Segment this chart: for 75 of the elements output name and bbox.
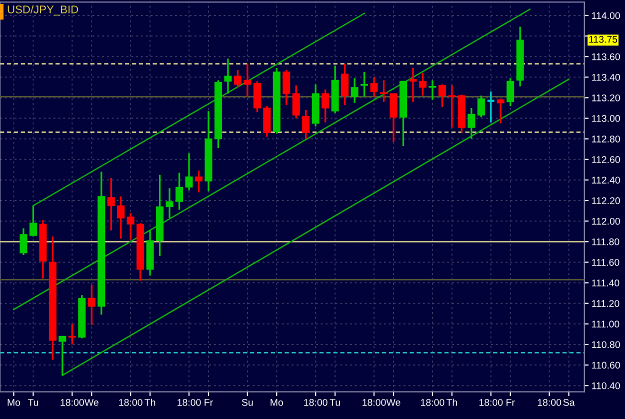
- chart-title: USD/JPY_BID: [8, 5, 78, 16]
- x-tick-label: We: [84, 399, 98, 406]
- y-tick-label: 112.00: [592, 218, 620, 225]
- candlestick: [224, 58, 232, 94]
- y-tick-label: 111.20: [592, 300, 620, 307]
- y-tick-label: 114.00: [592, 12, 620, 20]
- x-tick-label: Fr: [506, 399, 515, 406]
- x-tick-label: Th: [144, 398, 156, 406]
- candlestick: [302, 109, 310, 140]
- candlestick: [20, 227, 28, 256]
- text: 113.75: [589, 36, 618, 43]
- x-tick-label: Mo: [8, 399, 20, 406]
- x-tick-label: Sa: [563, 398, 575, 406]
- candlestick: [29, 204, 37, 238]
- candlestick: [428, 79, 436, 101]
- x-tick-label: 18:00: [479, 398, 503, 406]
- x-tick-label: We: [386, 399, 400, 406]
- candlestick: [68, 323, 76, 346]
- candlestick: [292, 84, 300, 120]
- y-tick-label: 110.60: [592, 362, 620, 369]
- y-tick-label: 111.80: [592, 238, 620, 246]
- candlestick: [282, 69, 290, 106]
- candlestick: [468, 107, 476, 140]
- x-tick-label: Tu: [28, 399, 38, 406]
- x-tick-label: 18:00: [178, 398, 201, 406]
- y-tick-label: 110.80: [592, 341, 620, 348]
- y-tick-label: 112.60: [592, 156, 620, 164]
- x-tick-label: Su: [242, 398, 253, 406]
- candlestick: [234, 69, 242, 88]
- candlestick: [360, 71, 368, 98]
- candlestick: [380, 79, 388, 103]
- candlestick: [438, 84, 446, 108]
- x-tick-label: 18:00: [362, 398, 386, 406]
- candlestick: [418, 72, 426, 96]
- x-tick-label: Th: [446, 398, 457, 406]
- candlestick: [185, 152, 193, 192]
- y-tick-label: 111.00: [592, 320, 620, 328]
- x-tick-label: 18:00: [60, 398, 84, 406]
- candlestick: [477, 94, 485, 118]
- candlestick: [107, 177, 115, 232]
- candlestick: [390, 92, 398, 143]
- y-tick-label: 113.20: [592, 94, 620, 102]
- y-tick-label: 110.40: [592, 382, 620, 390]
- y-tick-label: 113.00: [592, 115, 620, 122]
- x-tick-label: Mo: [270, 399, 283, 406]
- candlestick: [176, 172, 184, 211]
- y-tick-label: 113.60: [592, 53, 620, 60]
- candlestick: [244, 62, 252, 98]
- candlestick: [194, 170, 203, 194]
- x-tick-label: Fr: [204, 399, 213, 406]
- candlestick: [88, 284, 96, 326]
- x-tick-label: 18:00: [538, 398, 562, 406]
- y-tick-label: 112.20: [592, 197, 620, 204]
- candlestick: [506, 77, 514, 107]
- candlestick: [126, 212, 134, 240]
- x-tick-label: Tu: [330, 399, 340, 406]
- y-tick-label: 111.40: [592, 280, 620, 286]
- x-tick-label: 18:00: [421, 398, 444, 406]
- y-tick-label: 113.40: [592, 74, 620, 81]
- candlestick: [350, 77, 358, 104]
- y-tick-label: 112.40: [592, 176, 620, 184]
- y-tick-label: 111.60: [592, 258, 620, 266]
- candlestick: [370, 76, 378, 98]
- candlestick: [322, 88, 330, 124]
- candlestick: [486, 90, 496, 124]
- candlestick: [166, 187, 174, 219]
- candlestick: [58, 335, 66, 376]
- x-tick-label: 18:00: [119, 398, 142, 406]
- candlestick: [409, 67, 417, 103]
- x-tick-label: 18:00: [304, 398, 328, 406]
- candlestick: [496, 98, 504, 124]
- y-tick-label: 112.80: [592, 136, 620, 142]
- candlestick: [117, 196, 125, 240]
- candlestick: [448, 84, 456, 128]
- candlestick: [341, 62, 349, 106]
